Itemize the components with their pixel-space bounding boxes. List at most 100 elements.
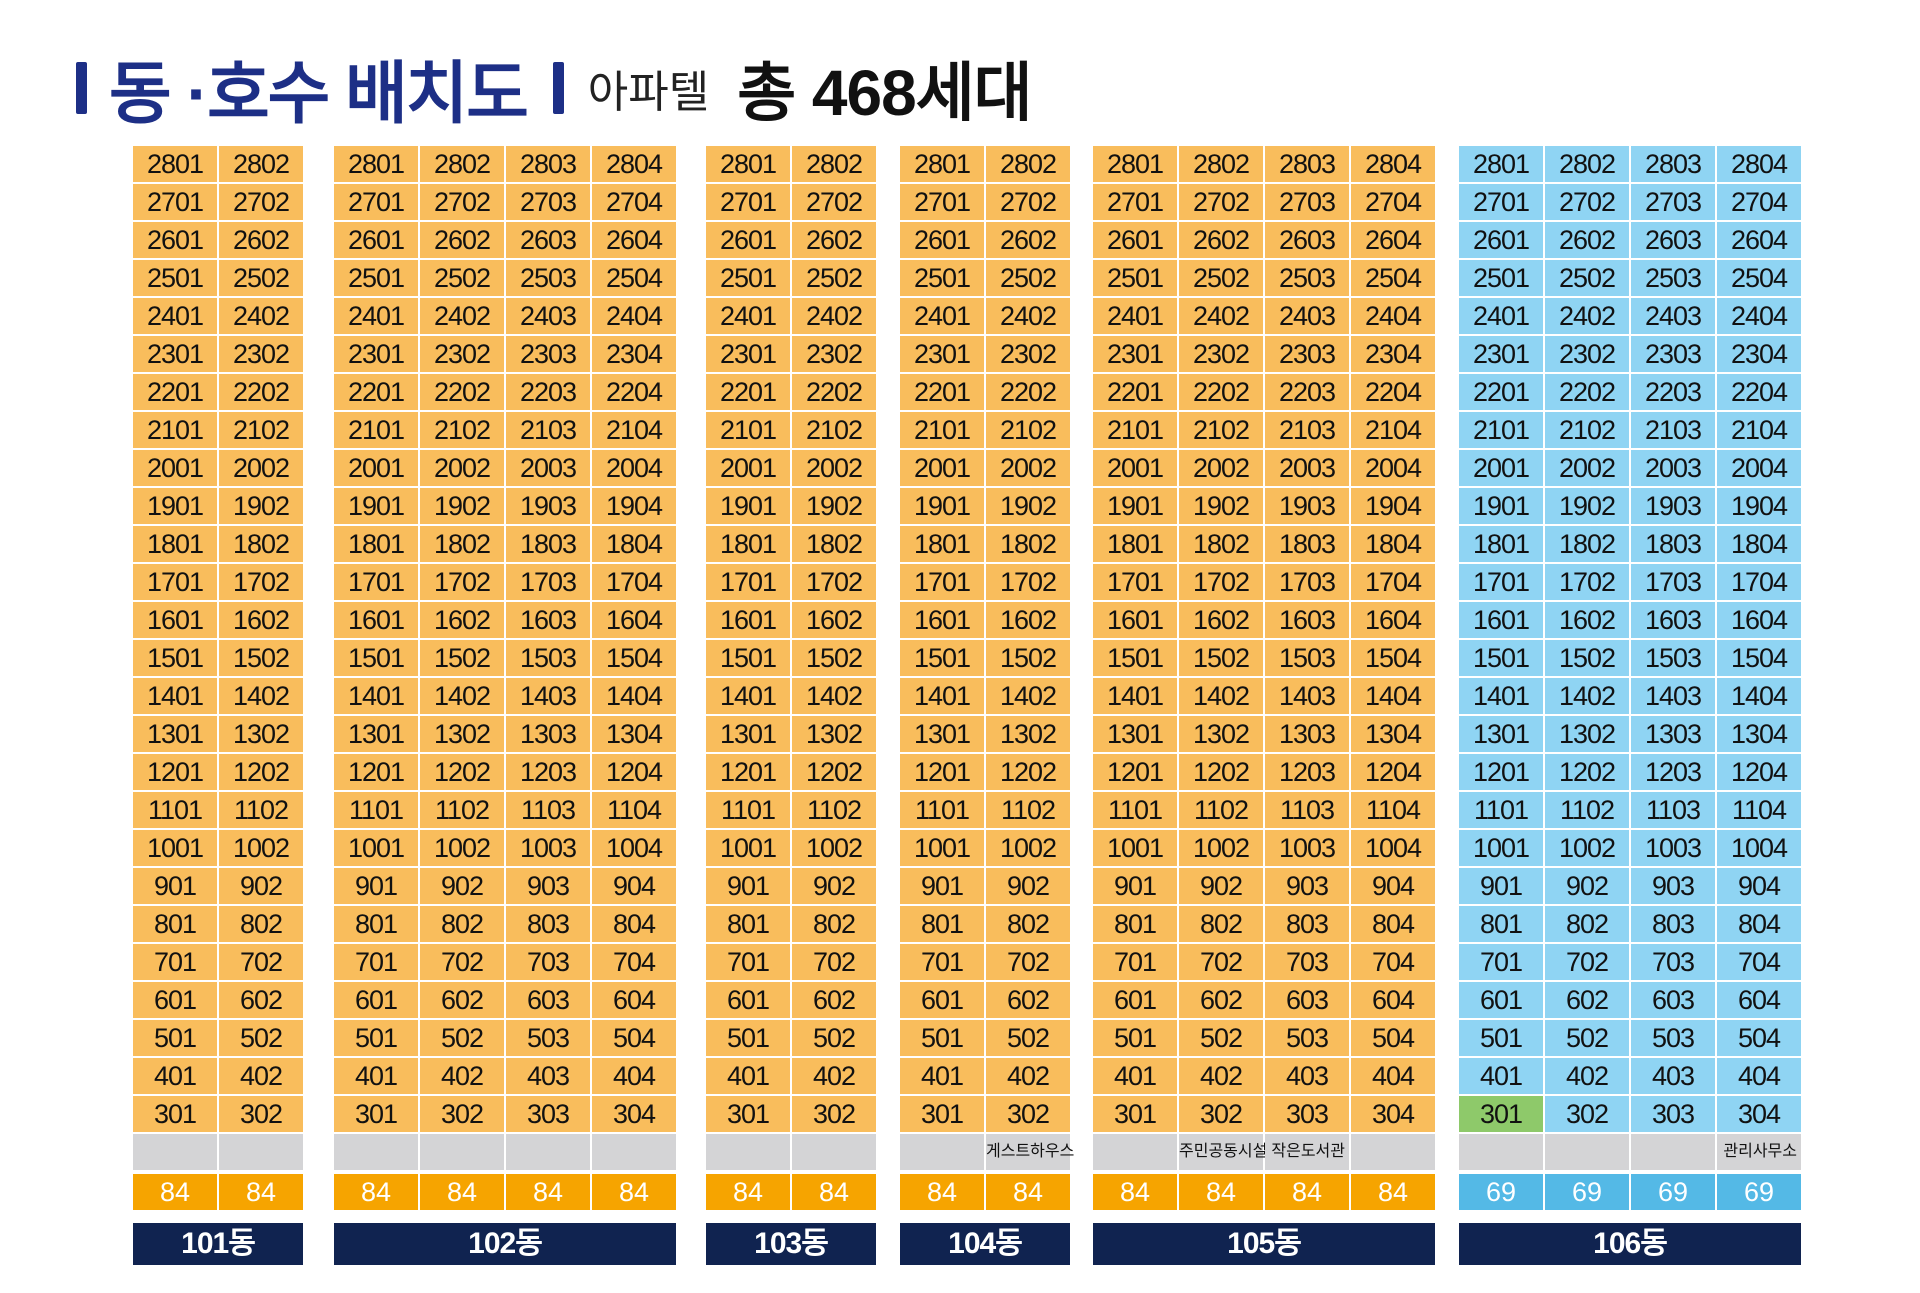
unit-cell: 2502: [1545, 260, 1629, 296]
unit-cell: 1203: [506, 754, 590, 790]
unit-cell: 704: [1351, 944, 1435, 980]
unit-cell: 1002: [219, 830, 303, 866]
unit-cell: 1201: [1459, 754, 1543, 790]
unit-cell: 1602: [219, 602, 303, 638]
unit-cell: 1701: [1459, 564, 1543, 600]
unit-cell: 702: [420, 944, 504, 980]
unit-cell: 2204: [1351, 374, 1435, 410]
unit-cell: 1502: [219, 640, 303, 676]
unit-cell: 2601: [900, 222, 984, 258]
unit-cell: 1703: [1265, 564, 1349, 600]
unit-size-cell: 84: [219, 1174, 303, 1210]
unit-cell: 2302: [986, 336, 1070, 372]
unit-cell: 804: [1717, 906, 1801, 942]
unit-cell: 1803: [1265, 526, 1349, 562]
unit-cell: 2002: [219, 450, 303, 486]
unit-cell: 402: [1545, 1058, 1629, 1094]
unit-cell: 2402: [792, 298, 876, 334]
unit-cell: 602: [420, 982, 504, 1018]
unit-cell: 2801: [334, 146, 418, 182]
unit-cell: 2202: [986, 374, 1070, 410]
unit-cell: 802: [1179, 906, 1263, 942]
unit-cell: 1204: [1351, 754, 1435, 790]
unit-cell: 502: [1179, 1020, 1263, 1056]
unit-cell: 1202: [792, 754, 876, 790]
facility-cell: [792, 1134, 876, 1170]
unit-size-cell: 84: [986, 1174, 1070, 1210]
unit-cell: 2002: [792, 450, 876, 486]
unit-cell: 1202: [1179, 754, 1263, 790]
unit-cell: 1403: [1631, 678, 1715, 714]
unit-cell: 2303: [1265, 336, 1349, 372]
unit-cell: 502: [792, 1020, 876, 1056]
unit-cell: 1402: [986, 678, 1070, 714]
unit-cell: 2402: [1179, 298, 1263, 334]
unit-cell: 1003: [506, 830, 590, 866]
unit-cell: 2201: [133, 374, 217, 410]
unit-cell: 2601: [334, 222, 418, 258]
unit-cell: 2601: [133, 222, 217, 258]
unit-size-row: 84 84 84 84: [1093, 1174, 1435, 1210]
unit-cell: 504: [592, 1020, 676, 1056]
unit-cell: 1104: [1351, 792, 1435, 828]
unit-cell: 1101: [334, 792, 418, 828]
unit-cell: 2701: [706, 184, 790, 220]
unit-cell: 1403: [1265, 678, 1349, 714]
unit-cell: 1103: [506, 792, 590, 828]
unit-cell: 1904: [1351, 488, 1435, 524]
unit-cell: 2202: [219, 374, 303, 410]
unit-cell: 2001: [133, 450, 217, 486]
unit-cell: 1104: [1717, 792, 1801, 828]
unit-grid: 2801 2802 2803 2804 2701 2702 2703 2704 2601 2602…: [1093, 146, 1435, 1132]
unit-cell: 2201: [706, 374, 790, 410]
unit-cell: 2204: [1717, 374, 1801, 410]
unit-size-cell: 84: [592, 1174, 676, 1210]
unit-cell: 301: [900, 1096, 984, 1132]
unit-cell: 1804: [1351, 526, 1435, 562]
unit-cell: 2701: [334, 184, 418, 220]
unit-cell: 2403: [1631, 298, 1715, 334]
unit-cell: 2803: [506, 146, 590, 182]
unit-cell: 2802: [219, 146, 303, 182]
unit-cell: 2303: [1631, 336, 1715, 372]
unit-cell: 501: [1459, 1020, 1543, 1056]
unit-cell: 2804: [1717, 146, 1801, 182]
unit-cell: 2102: [219, 412, 303, 448]
unit-cell: 2404: [1717, 298, 1801, 334]
unit-cell: 2804: [592, 146, 676, 182]
unit-size-cell: 84: [792, 1174, 876, 1210]
unit-cell: 304: [592, 1096, 676, 1132]
unit-cell: 2503: [1631, 260, 1715, 296]
unit-cell: 503: [1265, 1020, 1349, 1056]
unit-cell: 703: [1631, 944, 1715, 980]
unit-cell: 1401: [900, 678, 984, 714]
unit-cell: 1802: [420, 526, 504, 562]
unit-cell: 2502: [219, 260, 303, 296]
unit-cell: 1701: [706, 564, 790, 600]
unit-cell: 604: [592, 982, 676, 1018]
unit-cell: 2004: [592, 450, 676, 486]
facility-cell: [1545, 1134, 1629, 1170]
facility-cell: [900, 1134, 984, 1170]
unit-cell: 2101: [334, 412, 418, 448]
unit-cell: 1501: [1459, 640, 1543, 676]
unit-cell: 2304: [1717, 336, 1801, 372]
unit-cell: 601: [900, 982, 984, 1018]
unit-cell: 2602: [219, 222, 303, 258]
unit-cell: 903: [506, 868, 590, 904]
unit-cell: 1403: [506, 678, 590, 714]
unit-cell: 503: [506, 1020, 590, 1056]
unit-cell: 701: [334, 944, 418, 980]
unit-cell: 901: [1459, 868, 1543, 904]
unit-cell: 1201: [334, 754, 418, 790]
unit-cell: 1402: [792, 678, 876, 714]
unit-cell: 2502: [420, 260, 504, 296]
unit-cell: 1303: [1265, 716, 1349, 752]
unit-cell: 2503: [1265, 260, 1349, 296]
unit-cell: 1704: [592, 564, 676, 600]
unit-cell: 2101: [1093, 412, 1177, 448]
unit-cell: 1201: [900, 754, 984, 790]
unit-cell: 1203: [1631, 754, 1715, 790]
unit-cell: 1702: [1179, 564, 1263, 600]
unit-cell: 1401: [706, 678, 790, 714]
